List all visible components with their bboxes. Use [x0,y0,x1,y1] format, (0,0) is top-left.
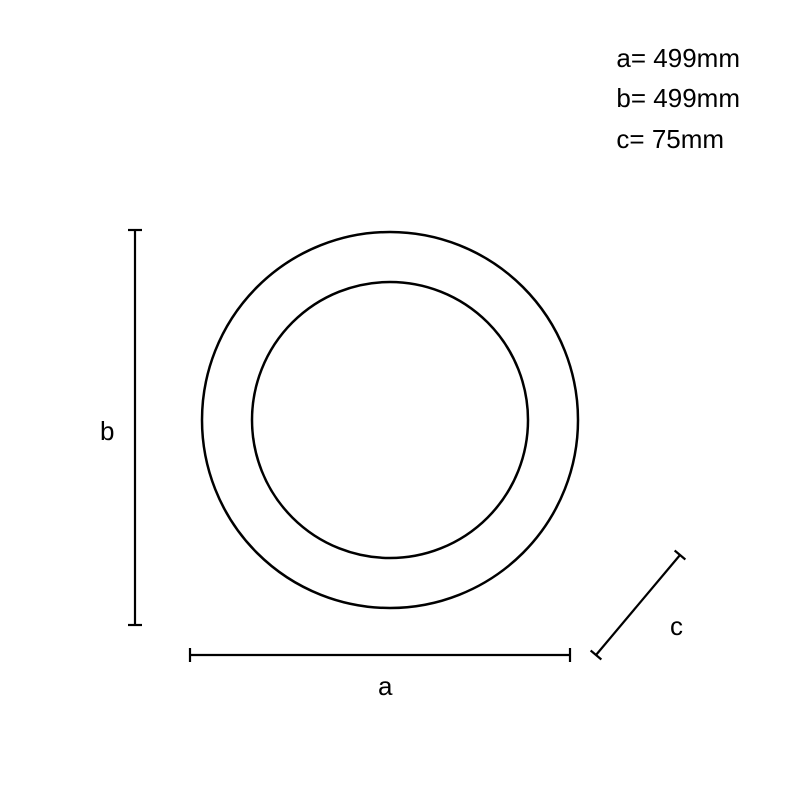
legend-b: b= 499mm [616,78,740,118]
legend-block: a= 499mm b= 499mm c= 75mm [616,38,740,159]
svg-text:c: c [670,611,683,641]
svg-text:a: a [378,671,393,701]
legend-c: c= 75mm [616,119,740,159]
svg-text:b: b [100,416,114,446]
legend-a: a= 499mm [616,38,740,78]
